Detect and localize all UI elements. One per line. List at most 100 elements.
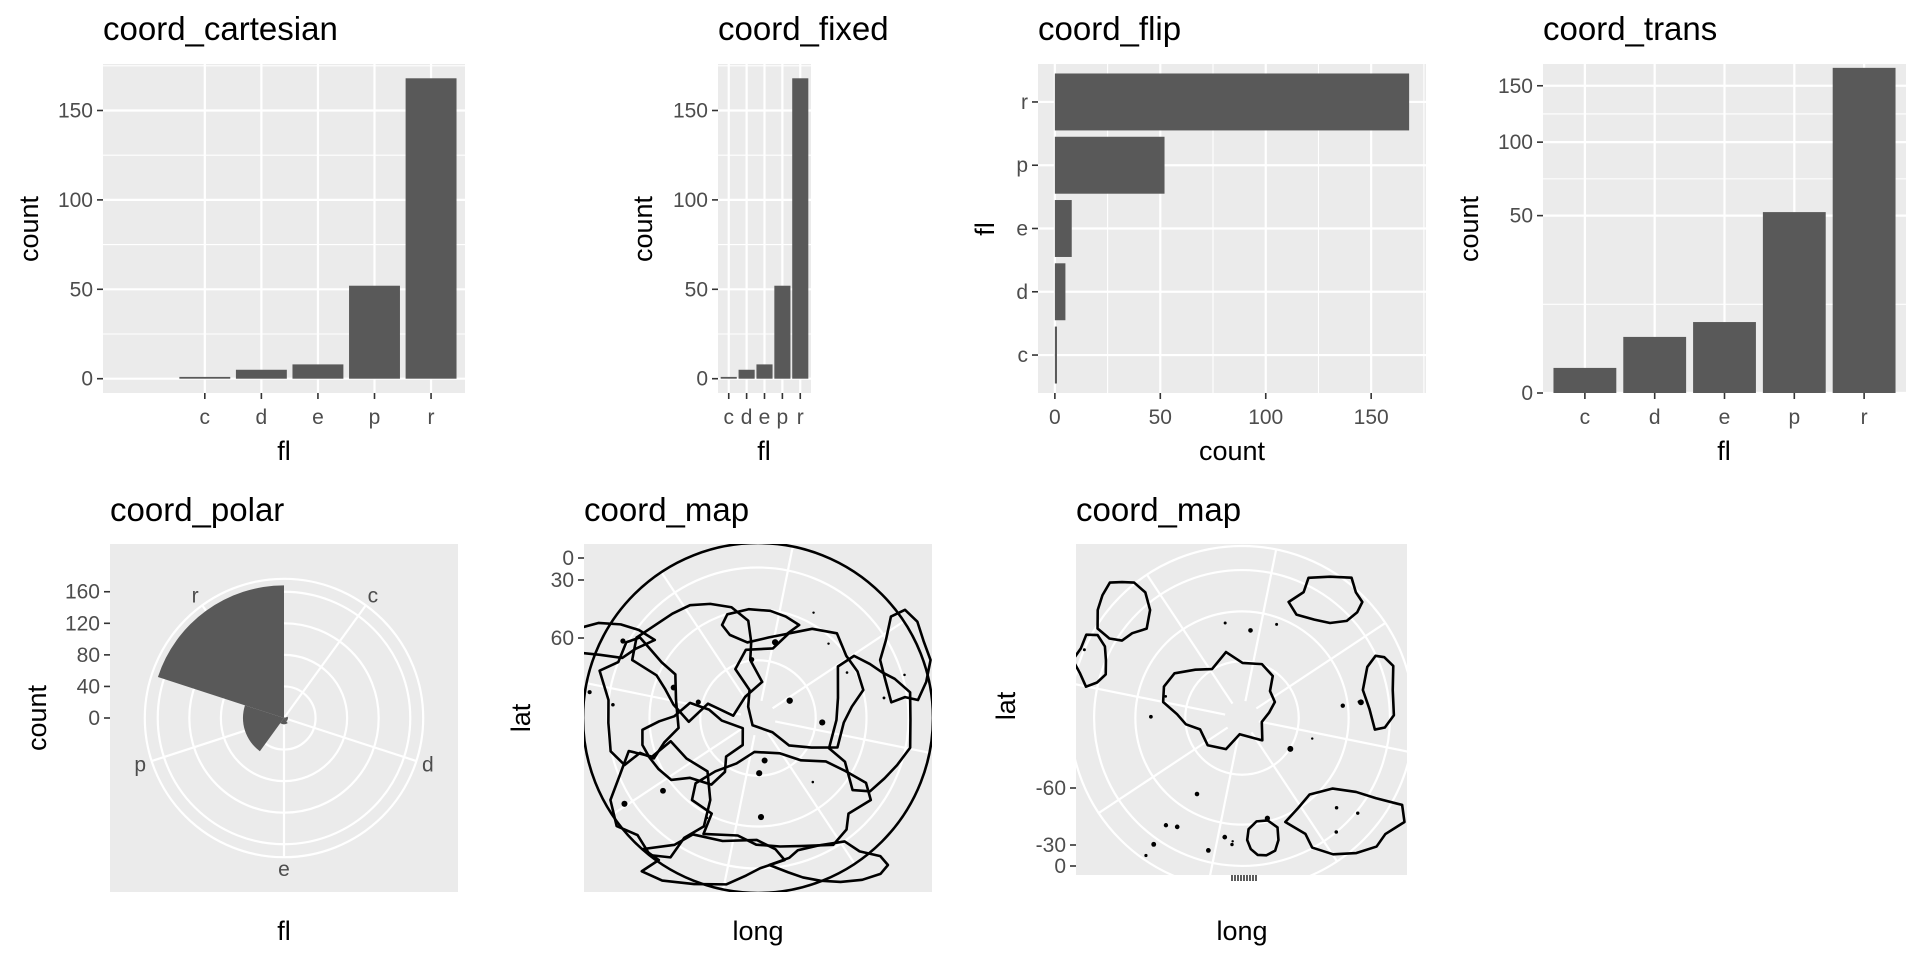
meridian-gridline: [1244, 549, 1278, 702]
meridian-gridline: [660, 571, 750, 705]
island: [771, 639, 779, 646]
bar-r: [792, 78, 809, 379]
coastline: [734, 627, 865, 749]
island: [1151, 841, 1157, 847]
island: [761, 757, 768, 764]
island: [587, 690, 592, 695]
island: [749, 657, 755, 663]
island: [827, 642, 830, 645]
theta-label-r: r: [192, 585, 199, 608]
theta-label-c: c: [368, 585, 379, 608]
panel-title: coord_polar: [110, 491, 284, 528]
coastline: [1361, 654, 1396, 731]
y-tick-label: -30: [1036, 834, 1066, 857]
meridian-gridline: [586, 682, 742, 716]
coastline: [720, 607, 801, 644]
bar-r: [405, 78, 457, 379]
y-axis-label: lat: [991, 691, 1021, 720]
coastline: [1284, 787, 1406, 856]
island: [611, 702, 615, 707]
x-axis-label: fl: [757, 436, 771, 466]
x-tick-label-p: p: [369, 406, 381, 429]
y-tick-label-c: c: [1018, 344, 1029, 367]
panel-title: coord_fixed: [718, 10, 889, 47]
bar-c: [1054, 326, 1057, 384]
y-tick-label-e: e: [1016, 218, 1028, 241]
coastline-antarctica: [1161, 650, 1277, 751]
x-tick-label-d: d: [1649, 406, 1661, 429]
wedge-c: [284, 717, 285, 718]
island: [1275, 622, 1279, 626]
island: [660, 787, 666, 794]
island: [1287, 745, 1294, 752]
x-axis-label: fl: [277, 436, 291, 466]
y-tick-label: 150: [58, 99, 93, 122]
y-axis-label: count: [1454, 195, 1484, 262]
y-tick-label: 150: [673, 99, 708, 122]
r-tick-label: 80: [77, 644, 100, 667]
island: [882, 696, 886, 700]
bar-p: [349, 285, 400, 379]
island: [1356, 811, 1360, 815]
map-layer: [1076, 544, 1407, 875]
island: [1149, 714, 1153, 719]
island: [1223, 621, 1227, 625]
coastline: [1287, 575, 1364, 625]
island: [1231, 840, 1234, 843]
x-axis-label: fl: [1717, 436, 1731, 466]
y-tick-label: 100: [58, 189, 93, 212]
spoke-gridline: [283, 604, 367, 719]
x-tick-label-d: d: [741, 406, 753, 429]
island: [1358, 699, 1364, 706]
y-tick-label: 100: [1498, 131, 1533, 154]
r-tick-label: 120: [65, 612, 100, 635]
y-axis-label: count: [14, 195, 44, 262]
y-axis-label: count: [628, 195, 658, 262]
bar-e: [756, 364, 773, 379]
panel-title: coord_flip: [1038, 10, 1181, 47]
x-axis-label: fl: [277, 916, 291, 946]
island: [1230, 842, 1234, 847]
meridian-gridline: [760, 546, 794, 702]
parallel-gridline: [1092, 568, 1392, 868]
y-tick-label-p: p: [1016, 154, 1028, 177]
x-tick-label-r: r: [1861, 406, 1868, 429]
wedge-e: [280, 718, 288, 725]
panel-background: [1076, 544, 1407, 875]
x-tick-label-r: r: [428, 406, 435, 429]
wedge-d: [284, 716, 288, 722]
x-tick-label-c: c: [1580, 406, 1591, 429]
coastline: [630, 602, 764, 724]
island: [1248, 628, 1253, 633]
bar-r: [1832, 67, 1896, 393]
y-axis-label: fl: [970, 222, 1000, 236]
meridian-gridline: [1209, 734, 1240, 875]
y-tick-label: 150: [1498, 75, 1533, 98]
island: [621, 800, 628, 807]
island: [1334, 830, 1339, 834]
x-tick-label-e: e: [759, 406, 771, 429]
island: [1222, 834, 1228, 840]
island: [1174, 824, 1180, 830]
panel-title: coord_map: [584, 491, 749, 528]
coastline: [584, 621, 657, 660]
y-tick-label-d: d: [1016, 281, 1028, 304]
y-axis-label: lat: [506, 703, 536, 732]
island: [695, 699, 701, 705]
island: [1205, 848, 1211, 853]
x-axis-label: long: [732, 916, 783, 946]
bar-c: [720, 376, 737, 379]
island: [903, 673, 906, 677]
y-tick-label: 50: [70, 278, 93, 301]
island: [819, 719, 826, 726]
parallel-gridline: [1134, 610, 1350, 826]
island: [1334, 806, 1339, 810]
x-axis-label: count: [1199, 436, 1266, 466]
x-tick-label-r: r: [797, 406, 804, 429]
y-tick-label: 0: [1054, 855, 1066, 878]
x-tick-label-p: p: [1788, 406, 1800, 429]
meridian-gridline: [1250, 731, 1338, 862]
